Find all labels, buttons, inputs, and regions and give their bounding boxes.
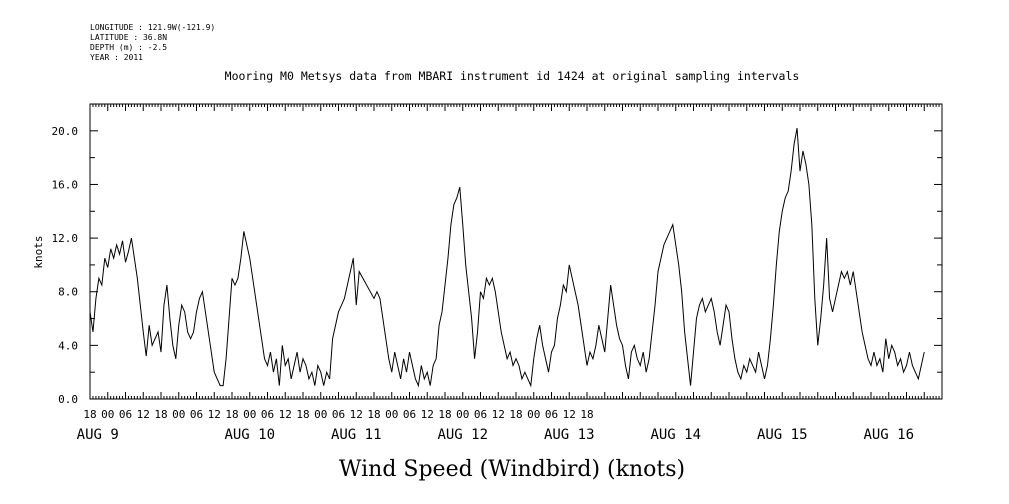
x-hour-label: 06 (545, 408, 558, 421)
y-axis-label: knots (32, 235, 45, 268)
depth-text: DEPTH (m) : -2.5 (90, 43, 167, 52)
x-hour-label: 18 (367, 408, 380, 421)
x-hour-label: 18 (154, 408, 167, 421)
x-hour-label: 00 (385, 408, 398, 421)
latitude-text: LATITUDE : 36.8N (90, 33, 167, 42)
x-hour-label: 00 (243, 408, 256, 421)
x-hour-label: 18 (580, 408, 593, 421)
x-date-label: AUG 16 (863, 427, 914, 443)
axis-ticks (89, 103, 943, 400)
wind-speed-series-line (89, 128, 925, 388)
x-hour-label: 00 (101, 408, 114, 421)
plot-frame (89, 103, 943, 400)
y-tick-label: 12.0 (52, 232, 79, 245)
x-hour-label: 06 (190, 408, 203, 421)
longitude-text: LONGITUDE : 121.9W(-121.9) (90, 23, 215, 32)
x-hour-label: 18 (225, 408, 238, 421)
x-date-label: AUG 13 (544, 427, 595, 443)
x-date-label: AUG 14 (650, 427, 701, 443)
x-date-label: AUG 15 (757, 427, 808, 443)
x-hour-label: 12 (350, 408, 363, 421)
chart-title: Mooring M0 Metsys data from MBARI instru… (225, 69, 800, 83)
x-hour-label: 00 (172, 408, 185, 421)
x-hour-label: 18 (438, 408, 451, 421)
x-hour-label: 12 (421, 408, 434, 421)
x-axis-title: Wind Speed (Windbird) (knots) (339, 457, 685, 482)
year-text: YEAR : 2011 (90, 53, 143, 62)
x-hour-label: 12 (137, 408, 150, 421)
y-tick-label: 8.0 (58, 286, 78, 299)
x-date-label: AUG 11 (331, 427, 382, 443)
x-hour-label: 06 (474, 408, 487, 421)
x-hour-label: 12 (208, 408, 221, 421)
y-tick-label: 20.0 (52, 125, 79, 138)
metadata-block: LONGITUDE : 121.9W(-121.9) LATITUDE : 36… (90, 23, 215, 62)
x-hour-label: 06 (403, 408, 416, 421)
x-hour-label: 00 (314, 408, 327, 421)
x-date-label: AUG 12 (437, 427, 488, 443)
x-date-label: AUG 9 (77, 427, 119, 443)
x-hour-label: 12 (279, 408, 292, 421)
x-hour-label: 06 (119, 408, 132, 421)
x-hour-label: 18 (83, 408, 96, 421)
x-hour-label: 18 (296, 408, 309, 421)
x-hour-label: 06 (261, 408, 274, 421)
x-hour-label: 00 (527, 408, 540, 421)
x-hour-label: 06 (332, 408, 345, 421)
y-tick-label: 4.0 (58, 339, 78, 352)
x-tick-labels: 18 00 06 12 18 00 06 12 18 00 06 12 18 00 06 12 18 00 06 12… (77, 408, 914, 443)
x-hour-label: 12 (563, 408, 576, 421)
x-hour-label: 00 (456, 408, 469, 421)
x-hour-label: 12 (492, 408, 505, 421)
x-hour-label: 18 (509, 408, 522, 421)
x-date-label: AUG 10 (224, 427, 275, 443)
y-tick-label: 0.0 (58, 393, 78, 406)
y-tick-label: 16.0 (52, 178, 79, 191)
y-tick-labels: 0.0 4.0 8.0 12.0 16.0 20.0 (52, 125, 79, 406)
